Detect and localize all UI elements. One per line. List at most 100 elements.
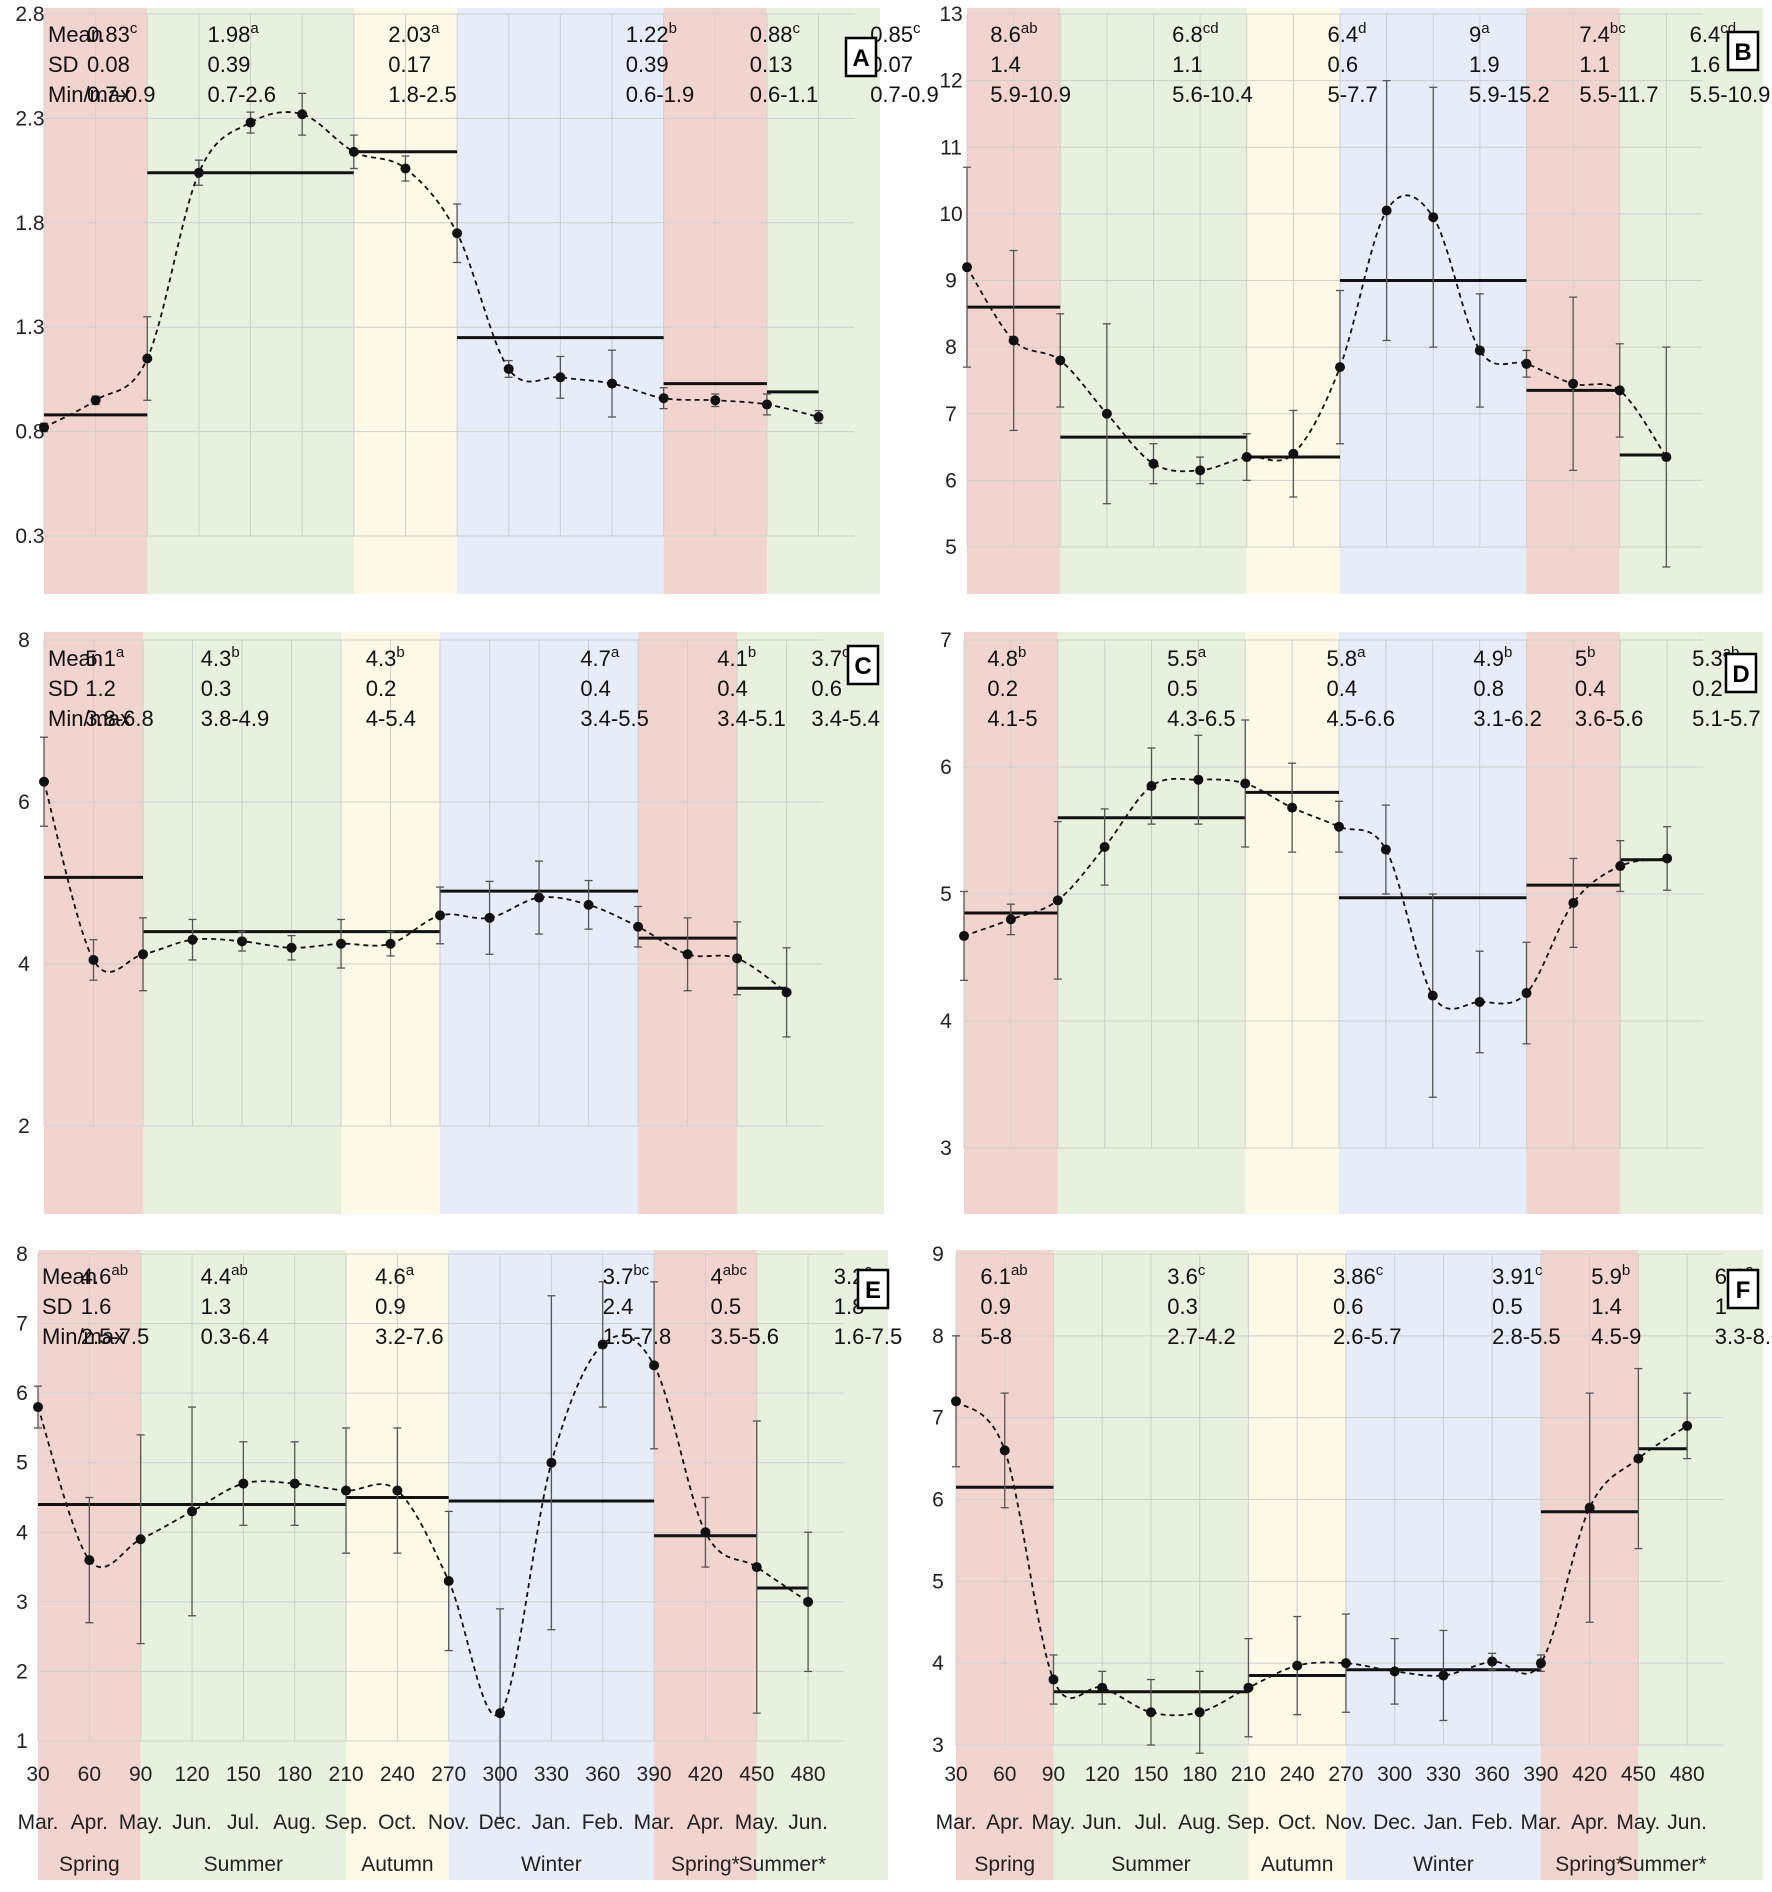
data-point bbox=[88, 954, 99, 965]
x-tick-label: 210 bbox=[329, 1763, 364, 1786]
x-month-label: May. bbox=[735, 1811, 779, 1834]
season-band-summer-repeat bbox=[766, 8, 880, 594]
y-tick-label: 7 bbox=[945, 403, 957, 426]
significance-letter: b bbox=[669, 20, 677, 37]
season-minmax-value: 1.8-2.5 bbox=[388, 82, 457, 107]
data-point bbox=[142, 353, 153, 364]
data-point bbox=[39, 776, 49, 787]
season-sd-value: 0.2 bbox=[1692, 676, 1723, 701]
data-point bbox=[90, 395, 101, 406]
season-mean-value: 4.6ab bbox=[81, 1262, 128, 1289]
data-point bbox=[649, 1360, 660, 1371]
y-tick-label: 8 bbox=[945, 336, 957, 359]
x-month-label: Oct. bbox=[378, 1811, 417, 1834]
season-minmax-value: 2.5-7.5 bbox=[81, 1324, 149, 1349]
stat-row-label: SD bbox=[48, 52, 79, 77]
x-tick-label: 60 bbox=[993, 1763, 1016, 1786]
season-minmax-value: 0.3-6.4 bbox=[201, 1324, 270, 1349]
panel-e: 1 2 3 4 5 6 7 8 Mean SD Min/max 4.6ab 1.6 2.5-7.5 4.4a… bbox=[16, 1243, 902, 1880]
panel-letter: A bbox=[852, 45, 869, 72]
data-point bbox=[1521, 358, 1532, 369]
significance-letter: a bbox=[1357, 644, 1366, 661]
season-minmax-value: 4.5-6.6 bbox=[1326, 706, 1395, 731]
y-tick-label: 2.8 bbox=[15, 3, 44, 26]
data-point bbox=[435, 910, 446, 921]
season-minmax-value: 5.5-10.9 bbox=[1690, 82, 1771, 107]
data-point bbox=[1662, 853, 1673, 864]
x-month-label: Feb. bbox=[582, 1811, 624, 1834]
significance-letter: c bbox=[1535, 1262, 1543, 1279]
x-tick-label: 120 bbox=[1085, 1763, 1120, 1786]
stat-row-label: Mean bbox=[42, 1264, 97, 1289]
data-point bbox=[39, 422, 49, 433]
stat-row-label: Min/max bbox=[48, 82, 131, 107]
y-tick-label: 3 bbox=[16, 1591, 28, 1614]
significance-letter: cd bbox=[1203, 20, 1219, 37]
data-point bbox=[1148, 458, 1159, 469]
x-season-label: Winter bbox=[1413, 1853, 1474, 1876]
x-month-label: Mar. bbox=[936, 1811, 977, 1834]
data-point bbox=[959, 930, 969, 941]
y-tick-label: 5 bbox=[16, 1452, 28, 1475]
season-sd-value: 0.5 bbox=[711, 1294, 742, 1319]
season-minmax-value: 4.5-9 bbox=[1591, 1324, 1641, 1349]
data-point bbox=[597, 1339, 608, 1350]
significance-letter: bc bbox=[633, 1262, 649, 1279]
panel-letter: D bbox=[1732, 661, 1749, 688]
season-minmax-value: 2.6-5.7 bbox=[1333, 1324, 1402, 1349]
stat-row-label: SD bbox=[42, 1294, 73, 1319]
x-season-label: Spring bbox=[974, 1853, 1035, 1876]
monthly-trend-curve bbox=[963, 777, 1668, 1010]
season-sd-value: 1.1 bbox=[1579, 52, 1610, 77]
season-sd-value: 0.4 bbox=[1575, 676, 1606, 701]
data-point bbox=[237, 936, 248, 947]
x-tick-label: 240 bbox=[380, 1763, 415, 1786]
season-sd-value: 1 bbox=[1715, 1294, 1727, 1319]
season-minmax-value: 5.9-10.9 bbox=[990, 82, 1071, 107]
x-month-label: May. bbox=[119, 1811, 163, 1834]
season-sd-value: 0.39 bbox=[208, 52, 251, 77]
x-tick-label: 30 bbox=[944, 1763, 967, 1786]
season-mean-value: 3.91c bbox=[1492, 1262, 1543, 1289]
significance-letter: a bbox=[116, 644, 125, 661]
significance-letter: c bbox=[793, 20, 801, 37]
season-mean-value: 4.9b bbox=[1473, 644, 1512, 671]
x-tick-label: 360 bbox=[585, 1763, 620, 1786]
data-point bbox=[1474, 345, 1485, 356]
significance-letter: b bbox=[748, 644, 756, 661]
x-tick-label: 390 bbox=[1523, 1763, 1558, 1786]
season-minmax-value: 0.7-2.6 bbox=[208, 82, 277, 107]
data-point bbox=[1243, 1682, 1254, 1693]
data-point bbox=[1380, 844, 1391, 855]
x-tick-label: 90 bbox=[1042, 1763, 1065, 1786]
data-point bbox=[951, 1396, 961, 1407]
season-minmax-value: 5.5-11.7 bbox=[1579, 82, 1658, 107]
x-month-label: Sep. bbox=[1227, 1811, 1270, 1834]
x-tick-label: 300 bbox=[1377, 1763, 1412, 1786]
season-sd-value: 1.9 bbox=[1469, 52, 1500, 77]
y-tick-label: 0.8 bbox=[15, 421, 44, 444]
data-point bbox=[1614, 385, 1625, 396]
season-sd-value: 0.08 bbox=[87, 52, 130, 77]
data-point bbox=[710, 395, 721, 406]
monthly-trend-curve bbox=[955, 1400, 1688, 1717]
significance-letter: b bbox=[1504, 644, 1512, 661]
season-minmax-value: 0.6-1.1 bbox=[750, 82, 819, 107]
data-point bbox=[1661, 452, 1672, 463]
season-band-summer-repeat bbox=[737, 632, 884, 1214]
x-tick-label: 480 bbox=[1670, 1763, 1705, 1786]
season-minmax-value: 2.8-5.5 bbox=[1492, 1324, 1561, 1349]
data-point bbox=[1487, 1656, 1498, 1667]
y-tick-label: 4 bbox=[16, 1521, 28, 1544]
y-tick-label: 13 bbox=[939, 3, 962, 26]
x-month-label: May. bbox=[1032, 1811, 1076, 1834]
season-minmax-value: 4.1-5 bbox=[987, 706, 1037, 731]
season-minmax-value: 2.7-4.2 bbox=[1167, 1324, 1236, 1349]
x-tick-label: 390 bbox=[637, 1763, 672, 1786]
y-tick-label: 2.3 bbox=[15, 107, 44, 130]
season-sd-value: 0.2 bbox=[987, 676, 1018, 701]
y-tick-label: 10 bbox=[939, 203, 962, 226]
data-point bbox=[1048, 1674, 1059, 1685]
x-season-label: Summer* bbox=[739, 1853, 827, 1876]
data-point bbox=[781, 987, 792, 998]
